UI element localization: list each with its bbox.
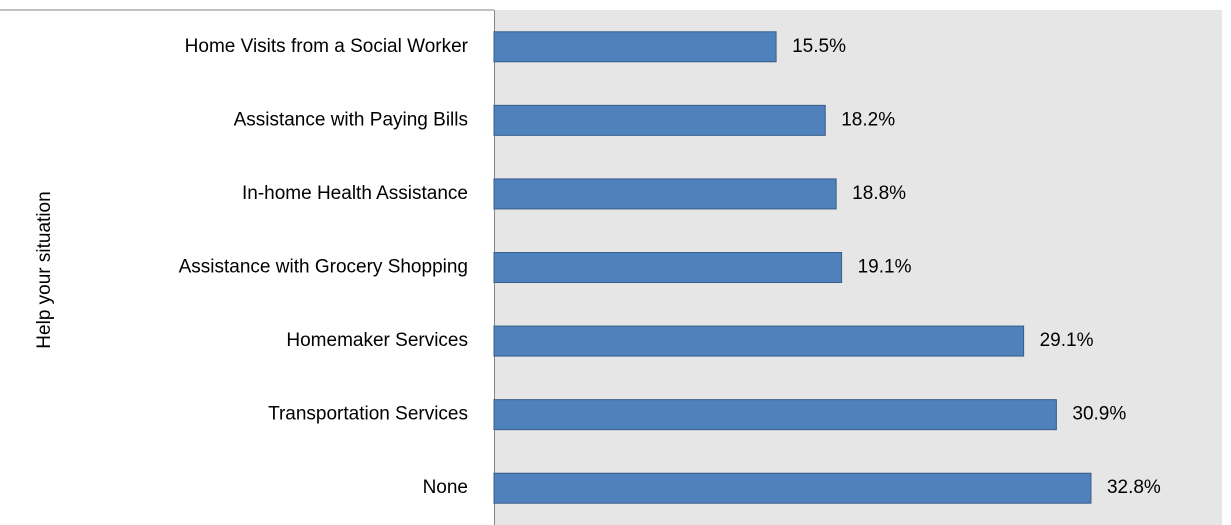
y-tick-label: In-home Health Assistance (242, 183, 468, 204)
bar (493, 31, 777, 63)
y-tick-label: Homemaker Services (286, 330, 468, 351)
bar (493, 252, 843, 283)
data-label: 29.1% (1040, 330, 1094, 351)
data-label: 30.9% (1072, 404, 1126, 425)
y-tick-label: None (423, 477, 468, 498)
bar (493, 472, 1092, 504)
y-tick-label: Assistance with Paying Bills (234, 109, 468, 130)
y-tick-label: Assistance with Grocery Shopping (179, 257, 468, 278)
bar (493, 325, 1025, 357)
bar (493, 104, 826, 136)
data-label: 15.5% (792, 36, 846, 57)
bar (493, 399, 1057, 431)
data-label: 19.1% (858, 257, 912, 278)
y-axis-title: Help your situation (34, 191, 55, 348)
y-tick-label: Transportation Services (268, 404, 468, 425)
data-label: 18.2% (841, 109, 895, 130)
bar (493, 178, 837, 210)
data-label: 32.8% (1107, 477, 1161, 498)
y-tick-label: Home Visits from a Social Worker (185, 36, 469, 57)
data-label: 18.8% (852, 183, 906, 204)
